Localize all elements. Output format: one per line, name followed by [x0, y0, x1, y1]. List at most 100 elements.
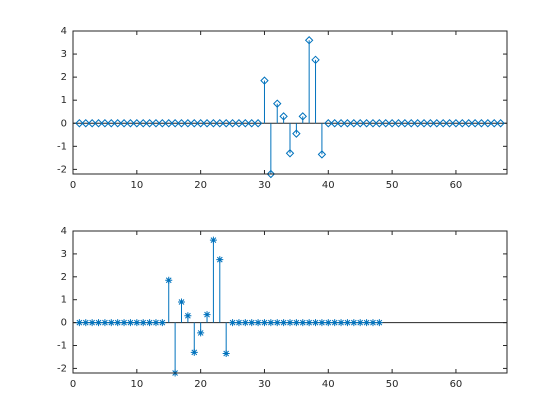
y-tick-label: -1 — [57, 141, 67, 152]
stem-marker — [362, 119, 371, 128]
stem-marker — [407, 119, 416, 128]
stem-marker — [145, 119, 154, 128]
stem-marker — [215, 119, 225, 128]
stem-marker — [209, 119, 218, 128]
stem-marker — [177, 119, 186, 128]
stem-marker — [197, 329, 205, 337]
stem-marker — [375, 319, 383, 327]
stem-marker — [165, 276, 173, 284]
stem-marker — [221, 119, 231, 128]
stem-marker — [158, 319, 166, 327]
stem-marker — [432, 119, 442, 128]
y-tick-label: 3 — [61, 49, 67, 60]
x-tick-label: 50 — [386, 180, 399, 191]
x-tick-label: 30 — [258, 379, 271, 390]
stem-marker — [419, 119, 429, 128]
stem-marker — [120, 319, 128, 327]
stem-marker — [247, 119, 256, 128]
y-tick-label: -2 — [57, 363, 67, 374]
stem-marker — [88, 319, 96, 327]
stem-marker — [183, 119, 193, 128]
stem-marker — [470, 119, 480, 128]
stem-marker — [107, 319, 115, 327]
stem-marker — [138, 119, 148, 128]
stem-marker — [94, 119, 103, 128]
y-tick-label: 3 — [61, 249, 67, 260]
x-tick-label: 0 — [70, 180, 76, 191]
stem-marker — [151, 119, 161, 128]
stem-marker — [248, 319, 256, 327]
stem-marker — [394, 119, 403, 128]
y-tick-label: 2 — [61, 72, 67, 83]
stem-marker — [101, 319, 109, 327]
y-tick-label: 4 — [61, 226, 67, 237]
axes-box — [72, 230, 508, 374]
stem-marker — [209, 236, 217, 244]
y-tick-label: 1 — [61, 295, 67, 306]
stem-marker — [107, 119, 116, 128]
stem-marker — [241, 319, 249, 327]
stem-marker — [190, 119, 199, 128]
stem-marker — [132, 119, 142, 128]
y-tick-label: 0 — [61, 118, 67, 129]
stem-marker — [400, 119, 410, 128]
stem-marker — [292, 129, 301, 138]
stem-marker — [286, 319, 294, 327]
x-tick-label: 60 — [450, 379, 463, 390]
stem-marker — [196, 119, 205, 128]
stem-marker — [312, 319, 320, 327]
y-tick-label: 0 — [61, 318, 67, 329]
stem-marker — [343, 319, 351, 327]
stem-marker — [253, 119, 263, 128]
stem-marker — [81, 119, 90, 128]
stem-marker — [451, 119, 461, 128]
stem-marker — [190, 348, 198, 356]
stem-marker — [355, 119, 365, 128]
stem-marker — [298, 112, 307, 121]
stem-marker — [267, 319, 275, 327]
stem-marker — [426, 119, 435, 128]
stem-marker — [260, 76, 269, 85]
stem-marker — [305, 319, 313, 327]
y-tick-label: 4 — [61, 26, 67, 37]
stem-marker — [331, 319, 339, 327]
stem-marker — [273, 99, 282, 108]
x-tick-label: 20 — [194, 379, 207, 390]
stem-marker — [311, 55, 320, 65]
stem-marker — [349, 119, 359, 128]
stem-marker — [202, 119, 212, 128]
stem-marker — [235, 319, 243, 327]
stem-marker — [241, 119, 250, 128]
x-tick-label: 40 — [322, 180, 335, 191]
stem-marker — [336, 119, 346, 128]
stem-marker — [280, 319, 288, 327]
stem-marker — [170, 119, 180, 128]
stem-marker — [381, 119, 390, 128]
x-tick-label: 50 — [386, 379, 399, 390]
stem-marker — [229, 319, 237, 327]
stem-marker — [337, 319, 345, 327]
stem-marker — [483, 119, 493, 128]
x-tick-label: 60 — [450, 180, 463, 191]
stem-marker — [75, 119, 84, 128]
stem-marker — [363, 319, 371, 327]
stem-marker — [496, 119, 505, 128]
stem-marker — [445, 119, 454, 128]
stem-marker — [184, 312, 192, 320]
stem-marker — [164, 119, 173, 128]
stem-marker — [254, 319, 262, 327]
stem-marker — [273, 319, 281, 327]
stem-marker — [387, 119, 397, 128]
stem-marker — [304, 36, 314, 45]
stem-marker — [317, 150, 327, 159]
stem-marker — [139, 319, 147, 327]
stem-marker — [464, 119, 473, 128]
stem-marker — [119, 119, 129, 128]
stem-marker — [146, 319, 154, 327]
x-tick-label: 40 — [322, 379, 335, 390]
stem-marker — [368, 119, 378, 128]
stem-marker — [458, 119, 467, 128]
stem-marker — [343, 119, 352, 128]
